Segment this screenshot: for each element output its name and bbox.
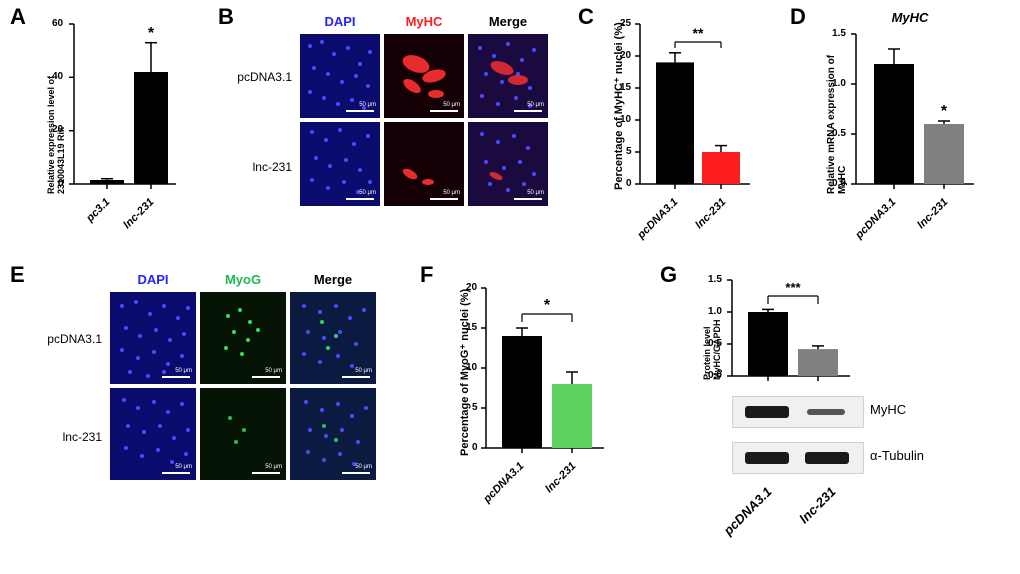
panel-b-label: B <box>218 4 234 30</box>
scale-text: 50 μm <box>265 464 282 470</box>
panel-g-blot-label-1: α-Tubulin <box>870 448 924 463</box>
scale-text: 50 μm <box>359 190 376 196</box>
scale-text: 50 μm <box>175 464 192 470</box>
panel-g-ytitle: Protein level MyHC/GAPDH <box>702 270 722 380</box>
panel-g-sig: *** <box>785 280 801 295</box>
panel-g-lane-1: lnc-231 <box>781 484 838 541</box>
panel-d-ytitle: Relative mRNA expression of MyHC <box>826 24 848 194</box>
panel-f-ytick-0: 0 <box>472 442 478 453</box>
panel-b-grid: 50 μm 50 μm 50 μm 50 μm 50 μm 50 μm <box>300 34 548 206</box>
panel-c-label: C <box>578 4 594 30</box>
scale-text: 50 μm <box>527 190 544 196</box>
panel-c-ytick-1: 5 <box>626 146 632 157</box>
panel-a-chart: * 0 20 40 60 Relative expression level o… <box>36 14 186 224</box>
panel-e-col-2: Merge <box>290 272 376 287</box>
panel-d-sig: * <box>941 103 948 120</box>
panel-b-row-1: lnc-231 <box>228 160 292 174</box>
panel-e-img-r1c1: 50 μm <box>110 292 196 384</box>
panel-b-img-r1c1: 50 μm <box>300 34 380 118</box>
panel-g-lane-0: pcDNA3.1 <box>717 484 774 541</box>
panel-e-grid: 50 μm 50 μm 50 μm 50 μm 50 μm 50 μm <box>110 292 376 480</box>
panel-g-chart: *** 0.0 0.5 1.0 1.5 Protein level MyHC/G… <box>690 272 860 392</box>
panel-e-col-0: DAPI <box>110 272 196 287</box>
panel-c-ytick-0: 0 <box>626 178 632 189</box>
scale-text: 50 μm <box>443 190 460 196</box>
scale-bar-icon <box>252 376 280 378</box>
panel-g-blot-tubulin <box>732 442 864 474</box>
panel-f-ytitle: Percentage of MyoG⁺ nuclei (%) <box>458 286 471 456</box>
scale-bar-icon <box>514 198 542 200</box>
panel-e-img-r2c2: 50 μm <box>200 388 286 480</box>
panel-d-chart: * 0.0 0.5 1.0 1.5 Relative mRNA expressi… <box>814 24 984 224</box>
scale-bar-icon <box>162 472 190 474</box>
panel-b-img-r2c1: 50 μm <box>300 122 380 206</box>
panel-c-ytitle: Percentage of MyHC⁺ nuclei (%) <box>612 20 625 190</box>
panel-b-img-r2c2: 50 μm <box>384 122 464 206</box>
panel-b-img-r2c3: 50 μm <box>468 122 548 206</box>
scale-bar-icon <box>162 376 190 378</box>
panel-a-label: A <box>10 4 26 30</box>
scale-bar-icon <box>346 110 374 112</box>
panel-f-ytick-1: 5 <box>472 402 478 413</box>
scale-text: 50 μm <box>355 368 372 374</box>
panel-g-label: G <box>660 262 677 288</box>
panel-c-chart: ** 0 5 10 15 20 25 Percentage of MyHC⁺ n… <box>600 14 760 224</box>
panel-e-img-r2c3: 50 μm <box>290 388 376 480</box>
panel-e-img-r2c1: 50 μm <box>110 388 196 480</box>
panel-e-img-r1c2: 50 μm <box>200 292 286 384</box>
panel-e-label: E <box>10 262 25 288</box>
scale-bar-icon <box>346 198 374 200</box>
scale-bar-icon <box>514 110 542 112</box>
panel-g-blot-myhc <box>732 396 864 428</box>
scale-bar-icon <box>430 198 458 200</box>
panel-e-row-0: pcDNA3.1 <box>26 332 102 346</box>
panel-b-col-2: Merge <box>468 14 548 29</box>
scale-bar-icon <box>252 472 280 474</box>
panel-b-col-1: MyHC <box>384 14 464 29</box>
scale-text: 50 μm <box>265 368 282 374</box>
panel-b-img-r1c3: 50 μm <box>468 34 548 118</box>
panel-f-label: F <box>420 262 433 288</box>
scale-bar-icon <box>342 472 370 474</box>
panel-f-chart: * 0 5 10 15 20 Percentage of MyoG⁺ nucle… <box>444 278 614 488</box>
scale-text: 50 μm <box>527 102 544 108</box>
panel-f-sig: * <box>544 297 551 314</box>
panel-b-row-0: pcDNA3.1 <box>228 70 292 84</box>
panel-a-ytitle: Relative expression level of 2310043L19 … <box>46 24 66 194</box>
panel-e-row-1: lnc-231 <box>26 430 102 444</box>
panel-a-sig: * <box>148 25 155 42</box>
scale-bar-icon <box>342 376 370 378</box>
panel-b-col-0: DAPI <box>300 14 380 29</box>
scale-bar-icon <box>430 110 458 112</box>
scale-text: 50 μm <box>359 102 376 108</box>
panel-b-img-r1c2: 50 μm <box>384 34 464 118</box>
scale-text: 50 μm <box>355 464 372 470</box>
scale-text: 50 μm <box>175 368 192 374</box>
scale-text: 50 μm <box>443 102 460 108</box>
figure-root: A * 0 20 <box>0 0 1020 574</box>
panel-c-sig: ** <box>693 25 704 41</box>
panel-e-col-1: MyoG <box>200 272 286 287</box>
panel-d-title: MyHC <box>850 10 970 25</box>
panel-d-label: D <box>790 4 806 30</box>
panel-e-img-r1c3: 50 μm <box>290 292 376 384</box>
panel-g-blot-label-0: MyHC <box>870 402 906 417</box>
